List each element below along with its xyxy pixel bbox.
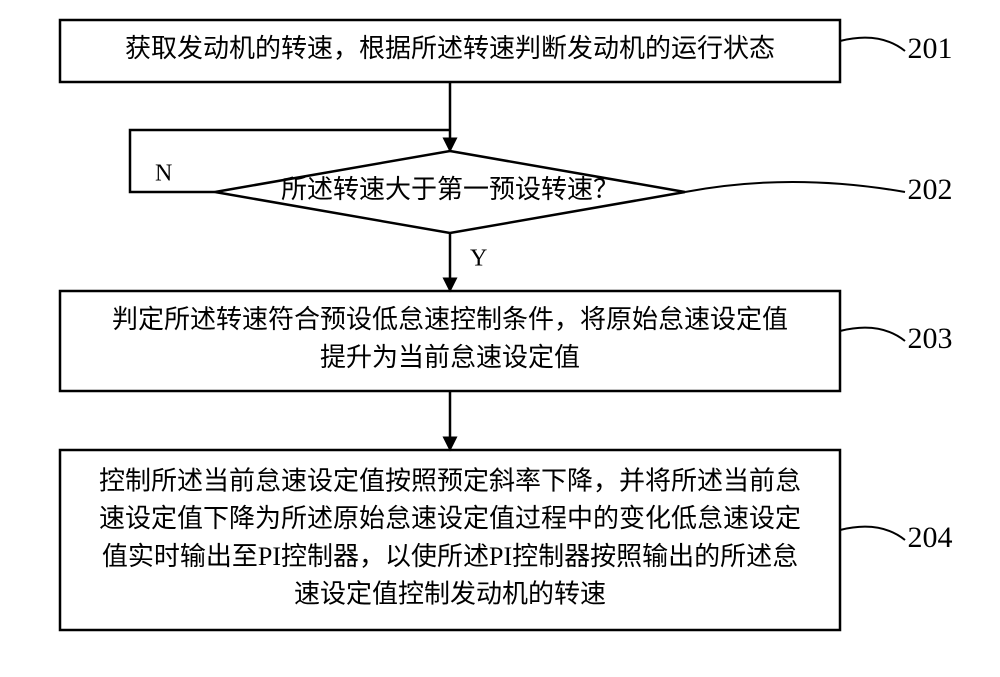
- label-step3: 203: [908, 322, 953, 355]
- node-step4-line0: 控制所述当前怠速设定值按照预定斜率下降，并将所述当前怠: [99, 466, 801, 495]
- node-step1: 获取发动机的转速，根据所述转速判断发动机的运行状态 201: [60, 20, 953, 82]
- branch-Y: Y: [470, 246, 487, 272]
- node-step4-line1: 速设定值下降为所述原始怠速设定值过程中的变化低怠速设定: [99, 504, 801, 533]
- label-decision: 202: [908, 173, 953, 206]
- node-step4-line2: 值实时输出至PI控制器，以使所述PI控制器按照输出的所述怠: [102, 542, 798, 571]
- node-decision: 所述转速大于第一预设转速？ N Y 202: [155, 151, 953, 272]
- leader-3: [840, 527, 905, 540]
- label-step1: 201: [908, 32, 953, 65]
- leader-0: [840, 38, 905, 51]
- node-step3-line0: 判定所述转速符合预设低怠速控制条件，将原始怠速设定值: [112, 305, 788, 334]
- label-step4: 204: [908, 521, 953, 554]
- node-step4-line3: 速设定值控制发动机的转速: [294, 580, 606, 609]
- node-step3: 判定所述转速符合预设低怠速控制条件，将原始怠速设定值提升为当前怠速设定值 203: [60, 291, 953, 391]
- node-decision-text: 所述转速大于第一预设转速？: [281, 175, 619, 204]
- leader-2: [840, 328, 905, 341]
- branch-N: N: [155, 161, 172, 187]
- node-step1-line0: 获取发动机的转速，根据所述转速判断发动机的运行状态: [125, 34, 775, 63]
- node-step4: 控制所述当前怠速设定值按照预定斜率下降，并将所述当前怠速设定值下降为所述原始怠速…: [60, 450, 953, 630]
- node-step3-line1: 提升为当前怠速设定值: [320, 343, 580, 372]
- leader-1: [685, 182, 905, 192]
